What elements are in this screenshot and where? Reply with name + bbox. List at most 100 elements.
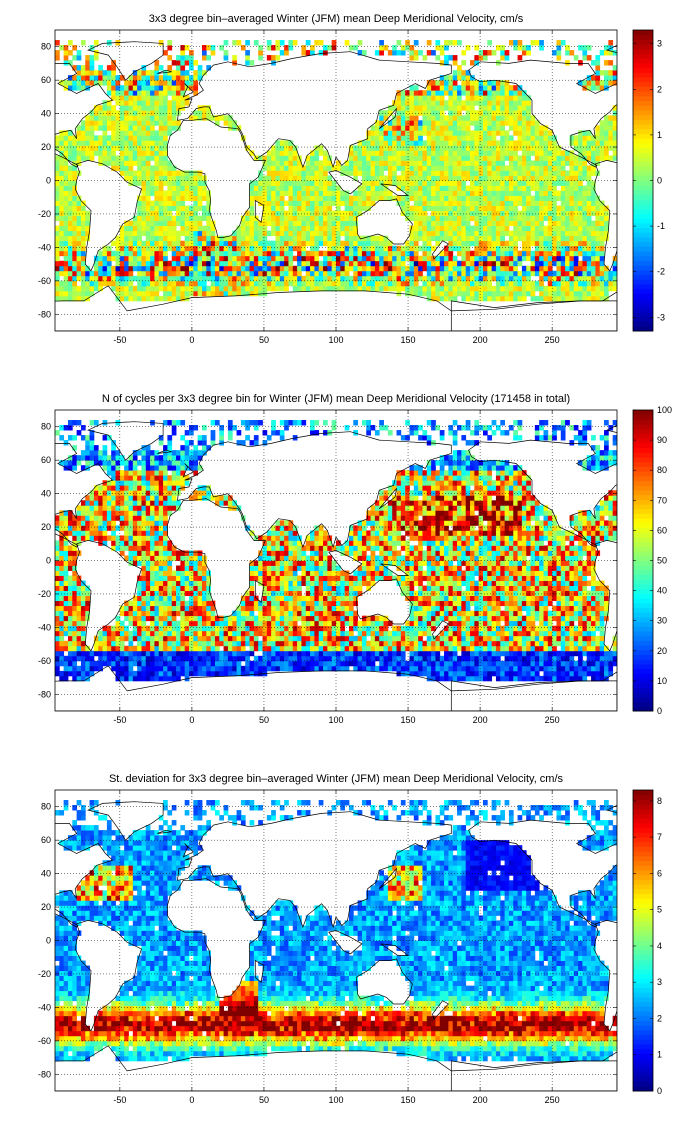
bin-cell xyxy=(500,110,505,116)
bin-cell xyxy=(80,230,86,237)
bin-cell xyxy=(59,260,65,267)
bin-cell xyxy=(521,135,527,141)
bin-cell xyxy=(63,235,69,242)
bin-cell xyxy=(189,265,194,272)
bin-cell xyxy=(55,50,60,56)
bin-cell xyxy=(258,50,263,56)
bin-cell xyxy=(361,200,367,206)
colorbar-step xyxy=(633,100,653,106)
bin-cell xyxy=(180,230,186,237)
bin-cell xyxy=(573,180,579,186)
bin-cell xyxy=(374,195,380,201)
bin-cell xyxy=(452,60,458,66)
bin-cell xyxy=(383,190,389,196)
bin-cell xyxy=(608,670,614,677)
bin-cell xyxy=(387,280,393,287)
bin-cell xyxy=(106,150,112,156)
bin-cell xyxy=(67,665,73,672)
bin-cell xyxy=(189,230,194,237)
bin-cell xyxy=(232,255,237,262)
bin-cell xyxy=(422,55,428,61)
bin-cell xyxy=(72,270,78,277)
bin-cell xyxy=(599,285,605,292)
bin-cell xyxy=(435,280,441,287)
bin-cell xyxy=(236,240,242,247)
bin-cell xyxy=(508,120,514,126)
bin-cell xyxy=(271,45,276,51)
bin-cell xyxy=(145,250,151,257)
bin-cell xyxy=(305,200,311,206)
bin-cell xyxy=(145,295,151,302)
bin-cell xyxy=(374,140,380,146)
bin-cell xyxy=(150,660,155,667)
bin-cell xyxy=(370,165,376,171)
bin-cell xyxy=(163,165,168,171)
bin-cell xyxy=(206,220,212,227)
bin-cell xyxy=(591,660,596,667)
bin-cell xyxy=(578,190,583,196)
bin-cell xyxy=(552,660,557,667)
bin-cell xyxy=(465,250,471,257)
bin-cell xyxy=(374,155,380,161)
bin-cell xyxy=(80,235,86,242)
bin-cell xyxy=(465,45,471,51)
bin-cell xyxy=(119,95,125,101)
bin-cell xyxy=(366,130,371,136)
bin-cell xyxy=(59,45,65,51)
bin-cell xyxy=(560,220,566,227)
bin-cell xyxy=(310,285,315,292)
bin-cell xyxy=(552,220,557,227)
bin-cell xyxy=(72,255,78,262)
bin-cell xyxy=(444,220,449,227)
bin-cell xyxy=(461,140,467,146)
bin-cell xyxy=(284,230,289,237)
bin-cell xyxy=(513,260,518,267)
bin-cell xyxy=(504,210,510,217)
bin-cell xyxy=(201,105,207,111)
bin-cell xyxy=(262,280,268,287)
bin-cell xyxy=(145,125,151,131)
bin-cell xyxy=(448,120,454,126)
bin-cell xyxy=(487,40,493,46)
bin-cell xyxy=(591,75,596,81)
bin-cell xyxy=(55,255,60,262)
bin-cell xyxy=(98,255,103,262)
bin-cell xyxy=(547,150,553,156)
bin-cell xyxy=(137,665,142,672)
bin-cell xyxy=(266,660,272,667)
bin-cell xyxy=(560,295,566,302)
bin-cell xyxy=(396,270,402,277)
bin-cell xyxy=(452,105,458,111)
bin-cell xyxy=(573,215,579,222)
bin-cell xyxy=(526,210,531,217)
bin-cell xyxy=(361,235,367,242)
bin-cell xyxy=(444,75,449,81)
bin-cell xyxy=(292,155,298,161)
bin-cell xyxy=(128,170,134,176)
bin-cell xyxy=(556,660,562,667)
bin-cell xyxy=(491,285,497,292)
bin-cell xyxy=(106,110,112,116)
bin-cell xyxy=(470,205,475,211)
bin-cell xyxy=(470,295,475,302)
bin-cell xyxy=(435,105,441,111)
bin-cell xyxy=(292,40,298,46)
bin-cell xyxy=(180,265,186,272)
bin-cell xyxy=(439,100,445,106)
bin-cell xyxy=(595,285,601,292)
bin-cell xyxy=(154,185,160,191)
bin-cell xyxy=(552,190,557,196)
bin-cell xyxy=(474,90,480,96)
bin-cell xyxy=(478,55,484,61)
x-tick-label: 50 xyxy=(259,335,269,345)
bin-cell xyxy=(137,75,142,81)
bin-cell xyxy=(491,125,497,131)
bin-cell xyxy=(586,250,592,257)
bin-cell xyxy=(422,245,428,252)
bin-cell xyxy=(586,130,592,136)
bin-cell xyxy=(422,240,428,247)
bin-cell xyxy=(132,260,138,267)
bin-cell xyxy=(232,290,237,297)
bin-cell xyxy=(387,150,393,156)
bin-cell xyxy=(595,150,601,156)
